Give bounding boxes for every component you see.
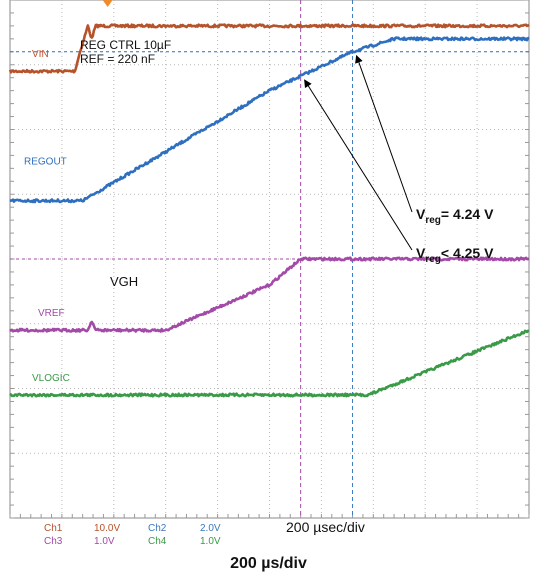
channel-name-ch2: Ch2 [148,523,167,534]
vreg-1-text: = 4.24 V [440,206,494,222]
vreg-2-sub: reg [425,253,441,265]
vreg-1-sub: reg [425,214,441,226]
channel-scale-ch2: 2.0V [200,523,221,534]
vreg-annotation-1: Vreg= 4.24 V [416,206,493,226]
note-line-2: REF = 220 nF [80,52,156,66]
channel-settings: Ch1 10.0V Ch2 2.0V Ch3 1.0V Ch4 1.0V [44,523,221,547]
vreg-1-prefix: V [416,206,426,222]
vreg-2-prefix: V [416,245,426,261]
label-vin: VIN [32,49,49,60]
note-line-1: REG CTRL 10µF [80,38,172,52]
vreg-2-text: < 4.25 V [440,245,494,261]
channel-name-ch4: Ch4 [148,536,167,547]
traces [8,23,530,398]
trigger-marker-triangle [102,0,113,7]
channel-scale-ch1: 10.0V [94,523,120,534]
trace-vlogic [9,329,530,398]
trigger-marker [102,0,113,7]
x-axis-label: 200 µs/div [230,555,307,572]
trace-labels: VIN REGOUT VREF VLOGIC [24,49,70,384]
channel-scale-ch3: 1.0V [94,536,115,547]
channel-name-ch3: Ch3 [44,536,63,547]
channel-scale-ch4: 1.0V [200,536,221,547]
arrow-vreg-2 [304,79,413,251]
channel-name-ch1: Ch1 [44,523,63,534]
trace-vin [8,23,530,74]
timebase-label: 200 µsec/div [286,519,365,535]
label-regout: REGOUT [24,157,67,168]
vgh-label: VGH [110,274,139,289]
label-vref: VREF [38,308,65,319]
annotation-arrows [304,54,413,251]
label-vlogic: VLOGIC [32,373,70,384]
trace-vref [9,256,530,333]
arrow-vreg-1 [355,54,413,213]
trace-regout [9,36,530,204]
vreg-annotation-2: Vreg< 4.25 V [416,245,493,265]
